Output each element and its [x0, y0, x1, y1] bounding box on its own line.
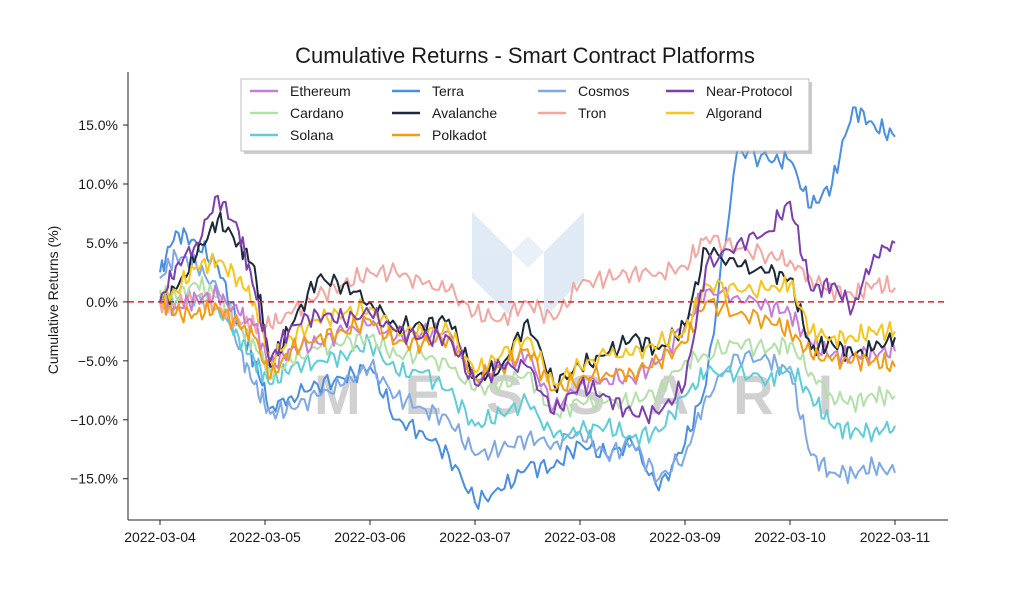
y-tick-label: −10.0% — [70, 412, 118, 428]
legend-label: Solana — [290, 127, 334, 143]
series-line-polkadot — [159, 296, 896, 392]
y-tick-label: −5.0% — [78, 353, 118, 369]
series-line-algorand — [159, 252, 896, 386]
chart-title: Cumulative Returns - Smart Contract Plat… — [295, 43, 755, 68]
y-tick-label: 15.0% — [78, 117, 118, 133]
x-tick-label: 2022-03-04 — [124, 529, 196, 545]
series-line-avalanche — [159, 211, 896, 394]
legend-label: Tron — [578, 105, 606, 121]
legend: Ethereum Cardano Solana Terra Avalanche Polka… — [240, 78, 812, 154]
legend-label: Polkadot — [432, 127, 487, 143]
x-tick-label: 2022-03-10 — [754, 529, 826, 545]
x-tick-label: 2022-03-06 — [334, 529, 406, 545]
legend-box — [240, 78, 810, 152]
y-tick-label: 10.0% — [78, 176, 118, 192]
y-tick-label: 0.0% — [86, 294, 118, 310]
x-tick-label: 2022-03-08 — [544, 529, 616, 545]
x-ticks: 2022-03-04 2022-03-05 2022-03-06 2022-03-07… — [124, 520, 930, 545]
y-tick-label: −15.0% — [70, 471, 118, 487]
x-tick-label: 2022-03-07 — [439, 529, 511, 545]
watermark-logo-right — [544, 212, 584, 318]
legend-label: Algorand — [706, 105, 762, 121]
legend-label: Avalanche — [432, 105, 497, 121]
legend-label: Near-Protocol — [706, 83, 792, 99]
y-tick-label: 5.0% — [86, 235, 118, 251]
series-line-cardano — [159, 276, 896, 419]
legend-label: Cardano — [290, 105, 344, 121]
y-ticks: −15.0% −10.0% −5.0% 0.0% 5.0% 10.0% 15.0% — [70, 117, 128, 487]
x-tick-label: 2022-03-05 — [229, 529, 301, 545]
y-axis-label: Cumulative Returns (%) — [45, 226, 61, 375]
watermark-logo-center — [512, 236, 544, 268]
watermark-logo-left — [472, 212, 512, 318]
x-tick-label: 2022-03-09 — [649, 529, 721, 545]
series-line-terra — [159, 106, 896, 510]
series-line-solana — [159, 288, 896, 446]
series-group — [159, 106, 896, 510]
legend-label: Cosmos — [578, 83, 629, 99]
series-line-near-protocol — [159, 194, 896, 425]
x-tick-label: 2022-03-11 — [860, 529, 931, 545]
legend-label: Terra — [432, 83, 464, 99]
legend-label: Ethereum — [290, 83, 351, 99]
